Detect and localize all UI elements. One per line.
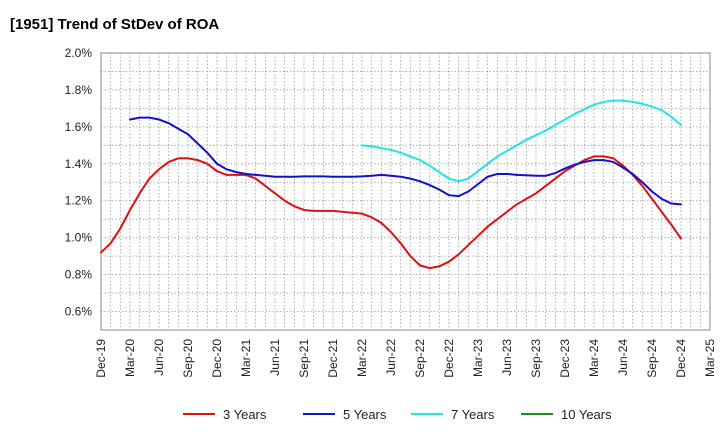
x-axis: Dec-19 Mar-20 Jun-20 Sep-20 Dec-20 Mar-21 Jun-… (94, 339, 717, 378)
y-tick-label: 0.6% (65, 305, 93, 319)
legend-label-5-years: 5 Years (343, 407, 387, 422)
legend-label-3-years: 3 Years (223, 407, 267, 422)
x-tick-label: Dec-23 (558, 339, 572, 378)
grid-layer (101, 53, 710, 330)
y-tick-label: 1.0% (65, 231, 93, 245)
x-tick-label: Dec-19 (94, 339, 108, 378)
x-tick-label: Mar-23 (471, 339, 485, 377)
x-tick-label: Mar-20 (123, 339, 137, 377)
series-line-5-years (129, 116, 682, 206)
series-layer (100, 99, 682, 270)
y-tick-label: 1.6% (65, 120, 93, 134)
x-tick-label: Mar-22 (355, 339, 369, 377)
x-tick-label: Sep-21 (297, 339, 311, 378)
legend: 3 Years 5 Years 7 Years 10 Years (183, 407, 612, 422)
x-tick-label: Jun-24 (616, 339, 630, 376)
plot-frame (100, 52, 711, 331)
y-tick-label: 1.4% (65, 157, 93, 171)
x-tick-label: Dec-24 (674, 339, 688, 378)
series-line-3-years (100, 155, 682, 270)
x-tick-label: Sep-23 (529, 339, 543, 378)
x-tick-label: Jun-21 (268, 339, 282, 376)
y-tick-label: 1.2% (65, 194, 93, 208)
x-tick-label: Mar-25 (703, 339, 717, 377)
x-tick-label: Jun-20 (152, 339, 166, 376)
x-tick-label: Jun-23 (500, 339, 514, 376)
legend-label-7-years: 7 Years (451, 407, 495, 422)
y-tick-label: 0.8% (65, 268, 93, 282)
x-tick-label: Sep-20 (181, 339, 195, 378)
y-axis: 0.6% 0.8% 1.0% 1.2% 1.4% 1.6% 1.8% 2.0% (65, 46, 93, 319)
y-tick-label: 1.8% (65, 83, 93, 97)
x-tick-label: Jun-22 (384, 339, 398, 376)
x-tick-label: Sep-24 (645, 339, 659, 378)
plot-area (100, 52, 711, 331)
x-tick-label: Dec-22 (442, 339, 456, 378)
x-tick-label: Dec-21 (326, 339, 340, 378)
x-tick-label: Sep-22 (413, 339, 427, 378)
chart-title: [1951] Trend of StDev of ROA (10, 16, 219, 33)
x-tick-label: Mar-24 (587, 339, 601, 377)
x-tick-label: Dec-20 (210, 339, 224, 378)
y-tick-label: 2.0% (65, 46, 93, 60)
series-line-7-years (361, 99, 682, 183)
legend-label-10-years: 10 Years (561, 407, 612, 422)
x-tick-label: Mar-21 (239, 339, 253, 377)
